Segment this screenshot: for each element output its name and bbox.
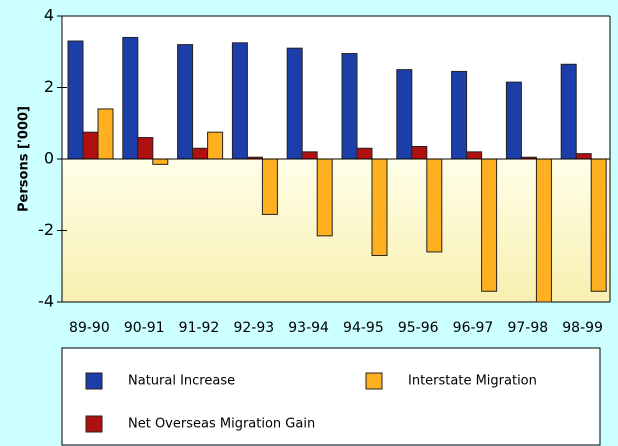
x-tick-label: 90-91 [124,320,165,336]
legend-label: Natural Increase [128,374,235,389]
bar [261,158,278,215]
y-tick-label: 0 [44,149,54,168]
x-tick-label: 93-94 [288,320,329,336]
bar [316,158,333,237]
x-tick-label: 96-97 [453,320,494,336]
y-tick-label: -4 [38,292,54,311]
bar [97,108,114,160]
bar [301,151,318,160]
bar [82,131,99,160]
x-tick-label: 91-92 [179,320,220,336]
bar [286,47,303,160]
bar [177,44,194,160]
y-tick-label: 4 [44,6,54,25]
bar [137,137,154,160]
legend-swatch [85,372,103,390]
bar [535,158,552,303]
bar [356,147,373,160]
plot-area-negative [62,159,610,302]
legend-label: Net Overseas Migration Gain [128,417,315,432]
bar [426,158,443,253]
bar [371,158,388,257]
bar [207,131,224,160]
bar [396,69,413,160]
y-tick-label: -2 [38,220,54,239]
legend-box [61,347,601,446]
bar [152,158,169,165]
bar [341,53,358,160]
x-tick-label: 89-90 [69,320,110,336]
bar [67,40,84,160]
x-tick-label: 92-93 [233,320,274,336]
x-tick-label: 95-96 [398,320,439,336]
x-tick-label: 97-98 [507,320,548,336]
bar [466,151,483,160]
bar [451,70,468,160]
bar [192,147,209,160]
legend-swatch [85,415,103,433]
bar [231,42,248,160]
bar [481,158,498,292]
bar [590,158,607,292]
y-tick-label: 2 [44,77,54,96]
legend-label: Interstate Migration [408,374,537,389]
x-tick-label: 94-95 [343,320,384,336]
y-axis-label: Persons ['000] [17,106,32,212]
bar [505,81,522,160]
bar [122,36,139,160]
x-tick-label: 98-99 [562,320,603,336]
legend-swatch [365,372,383,390]
bar [411,145,428,160]
bar [560,63,577,160]
bar [575,153,592,160]
